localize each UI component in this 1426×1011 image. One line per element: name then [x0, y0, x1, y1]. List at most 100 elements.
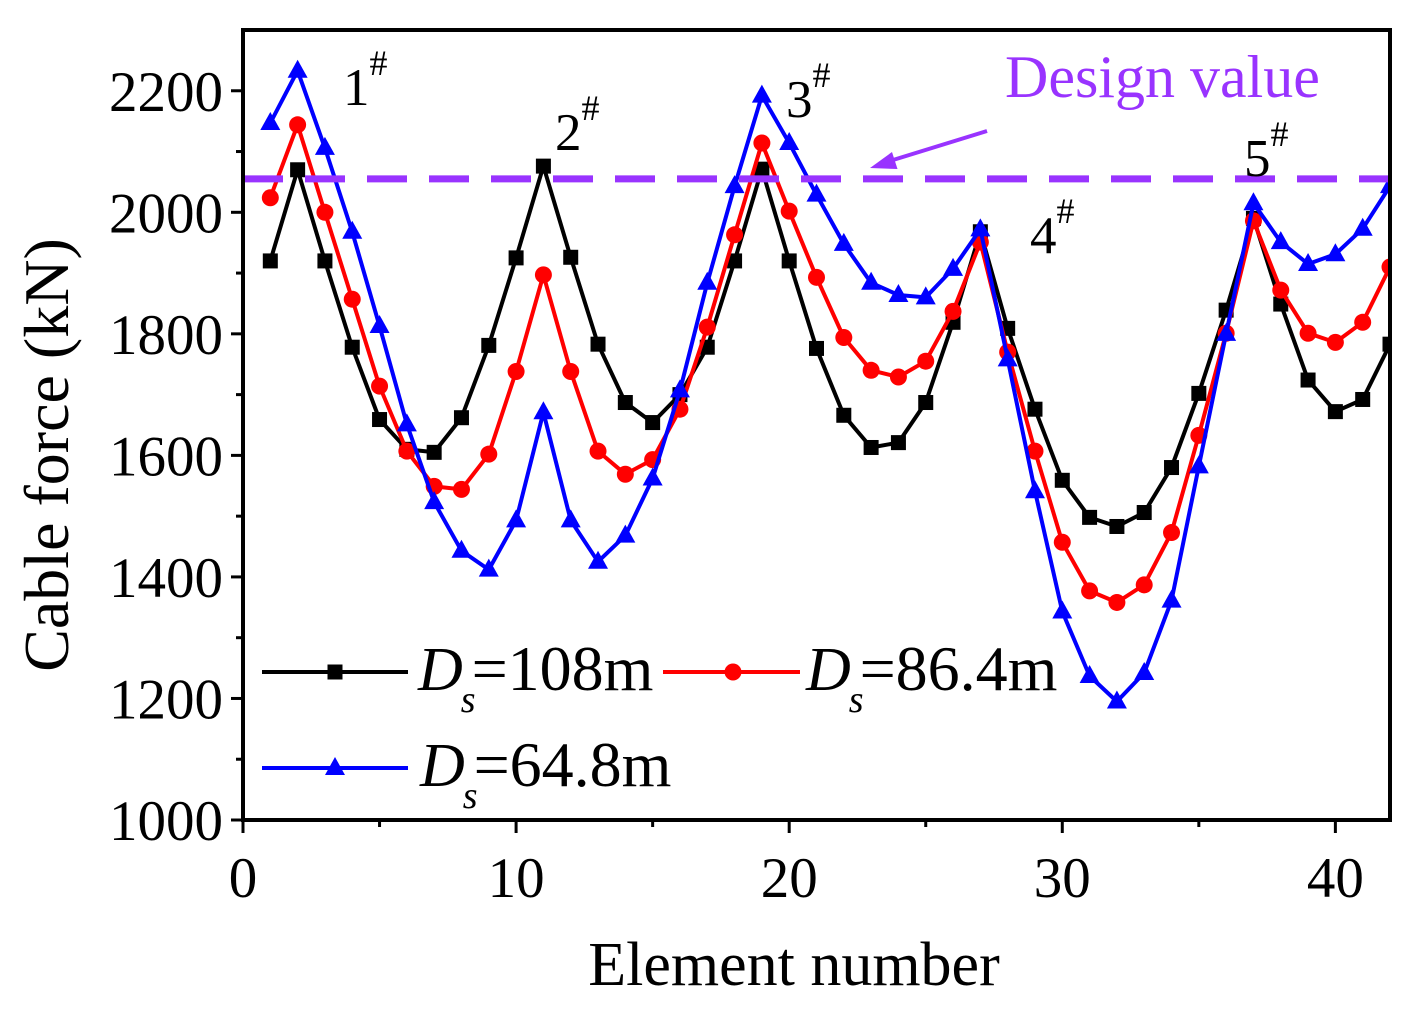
ds-108m-point	[1191, 385, 1207, 401]
ds-108m-point	[1054, 472, 1070, 488]
legend-subscript: s	[849, 679, 864, 721]
plot-frame	[241, 28, 1392, 822]
ds-108m-point	[836, 407, 852, 423]
y-axis-title: Cable force (kN)	[11, 238, 82, 672]
x-tick-label: 0	[229, 847, 258, 910]
ds-108m-point	[809, 340, 824, 356]
ds-86-4m-point	[1026, 442, 1044, 460]
peak-label-superscript: #	[370, 43, 388, 83]
ds-86-4m-point	[480, 445, 498, 463]
ds-64-8m-point	[1243, 192, 1264, 211]
peak-label-1: 1#	[343, 43, 388, 117]
ds-64-8m-point	[1106, 690, 1127, 709]
x-tick-label: 40	[1307, 847, 1364, 910]
peak-label-superscript: #	[1271, 114, 1289, 154]
ds-108m-point	[1382, 336, 1390, 352]
ds-86-4m-line	[268, 122, 1390, 605]
ds-108m-point	[918, 395, 934, 411]
peak-label-superscript: #	[1057, 191, 1075, 231]
ds-86-4m-point	[616, 465, 634, 483]
y-tick-label: 2200	[109, 61, 223, 124]
peak-label-superscript: #	[582, 88, 600, 128]
ds-108m-point	[781, 253, 797, 269]
legend-symbol: D	[417, 636, 463, 704]
ds-64-8m-point	[888, 283, 909, 302]
ds-64-8m-point	[1352, 217, 1373, 236]
ds-64-8m-point	[424, 491, 445, 510]
ds-64-8m-point	[1216, 322, 1237, 341]
design-value-arrow-icon	[870, 129, 988, 169]
ds-108m-point	[590, 336, 606, 352]
ds-64-8m-point	[833, 232, 854, 251]
legend-symbol: D	[805, 636, 851, 704]
ds-108m-point	[372, 412, 388, 428]
ds-108m-point	[1082, 509, 1098, 525]
ds-64-8m-point	[396, 413, 417, 432]
ds-86-4m-point	[343, 290, 361, 308]
ds-108m-point	[481, 337, 497, 353]
peak-label-number: 2	[555, 104, 582, 162]
ds-108m-point	[344, 339, 360, 355]
ds-86-4m-point	[371, 377, 389, 395]
ds-108m-point	[290, 162, 306, 178]
ds-86-4m-point	[1354, 313, 1372, 331]
ds-108m-point	[453, 410, 469, 426]
ds-64-8m-point	[342, 220, 363, 239]
ds-86-4m-point	[1108, 593, 1126, 611]
ds-64-8m-point	[506, 509, 527, 528]
ds-64-8m-point	[560, 509, 581, 528]
ds-108m-point	[1164, 460, 1180, 476]
ds-86-4m-point	[1135, 576, 1153, 594]
ds-86-4m-point	[589, 442, 607, 460]
axis-ticks	[231, 89, 1337, 833]
ds-108m-point	[617, 395, 633, 411]
ds-108m-point	[863, 439, 879, 455]
ds-64-8m-point	[1079, 664, 1100, 683]
design-value-arrow-head	[870, 152, 898, 169]
design-value-label: Design value	[1005, 44, 1320, 110]
ds-64-8m-point	[615, 524, 636, 543]
x-tick-label: 20	[761, 847, 818, 910]
ds-86-4m-point	[1053, 533, 1071, 551]
legend-label-ds-86-4m: Ds=86.4m	[805, 633, 1057, 721]
ds-108m-point	[1136, 505, 1152, 521]
ds-86-4m-point	[562, 363, 580, 381]
legend-value: =64.8m	[474, 729, 672, 800]
ds-108m-point	[1300, 372, 1316, 388]
ds-64-8m-point	[751, 84, 772, 103]
ds-86-4m-point	[753, 134, 771, 152]
data-series	[260, 59, 1390, 709]
legend-label-ds-64-8m: Ds=64.8m	[419, 729, 671, 817]
ds-86-4m-point	[780, 202, 798, 220]
legend-label-ds-108m: Ds=108m	[417, 633, 653, 721]
ds-86-4m-point	[889, 368, 907, 386]
ds-86-4m-point	[316, 203, 334, 221]
ds-86-4m-point	[1299, 324, 1317, 342]
ds-64-8m-point	[915, 286, 936, 305]
ds-64-8m-point	[260, 111, 281, 130]
ds-86-4m-point	[1381, 258, 1390, 276]
ds-86-4m-point	[507, 363, 525, 381]
peak-label-number: 4	[1030, 207, 1057, 265]
peak-label-number: 1	[343, 59, 370, 117]
ds-64-8m-point	[1188, 455, 1209, 474]
ds-86-4m-point	[1326, 333, 1344, 351]
peak-label-3: 3#	[786, 55, 831, 129]
ds-64-8m-point	[997, 348, 1018, 367]
ds-64-8m-point	[1325, 243, 1346, 262]
ds-64-8m-point	[478, 558, 499, 577]
ds-64-8m-point	[724, 175, 745, 194]
ds-64-8m-point	[1052, 600, 1073, 619]
ds-108m-point	[727, 253, 743, 269]
ds-86-4m-point	[398, 442, 416, 460]
ds-64-8m-point	[1270, 231, 1291, 250]
legend-item-ds-64-8m: Ds=64.8m	[262, 729, 671, 817]
legend-marker-ds-64-8m	[325, 757, 345, 775]
ds-64-8m-point	[369, 314, 390, 333]
ds-64-8m-point	[287, 59, 308, 78]
ds-108m-point	[645, 415, 661, 431]
axis-tick-labels: 1000 1200 1400 1600 1800 2000 2200 0 10 20 30 40	[109, 61, 1364, 910]
y-tick-label: 1000	[109, 790, 223, 853]
ds-108m-point	[1355, 391, 1371, 407]
legend-value: =108m	[472, 633, 654, 704]
